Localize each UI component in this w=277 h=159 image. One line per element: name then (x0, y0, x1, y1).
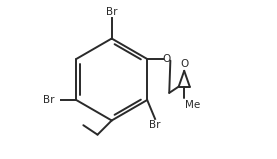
Text: Br: Br (43, 95, 55, 105)
Text: Br: Br (106, 7, 117, 17)
Text: Br: Br (149, 120, 161, 130)
Text: Me: Me (185, 100, 200, 110)
Text: O: O (163, 54, 171, 64)
Text: O: O (180, 59, 188, 69)
